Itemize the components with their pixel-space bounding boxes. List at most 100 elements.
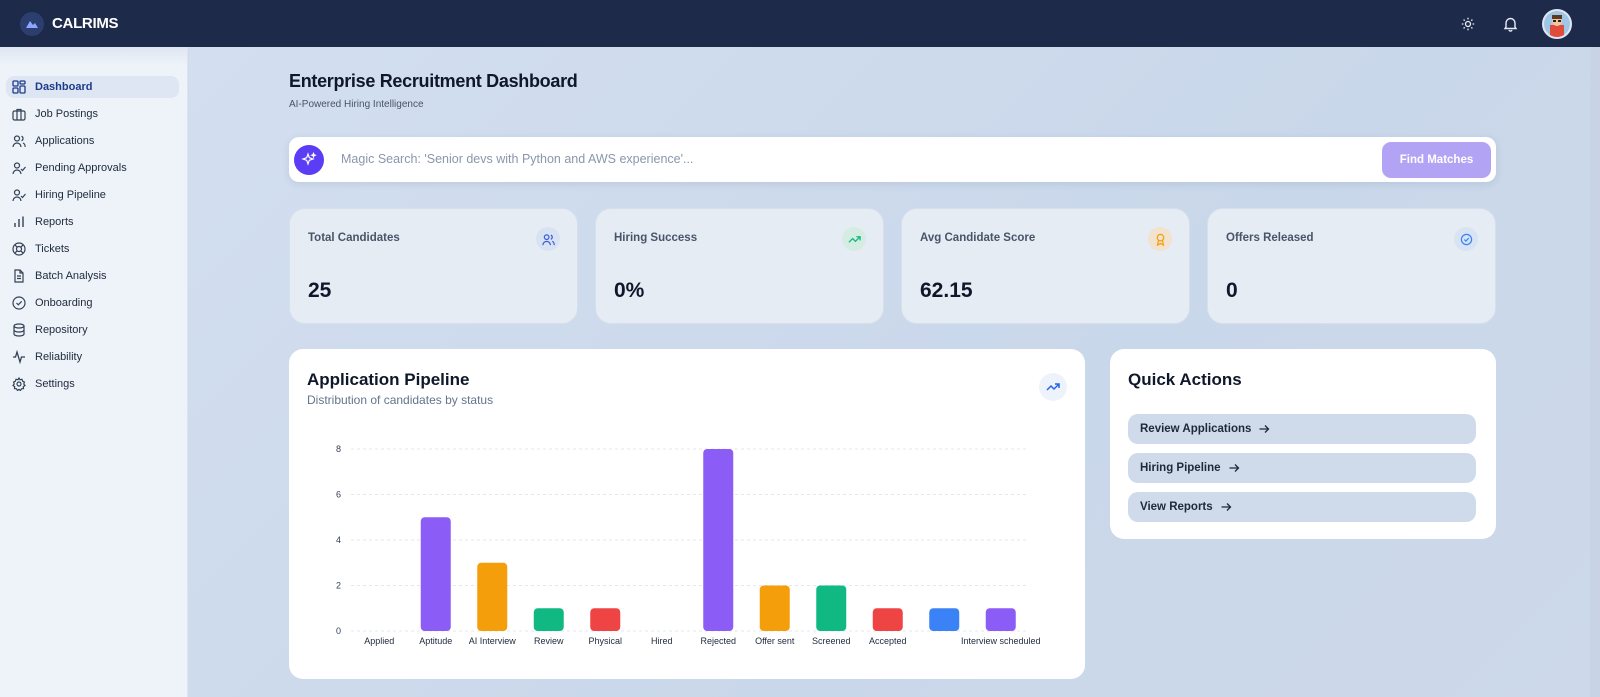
quick-action-label: Review Applications	[1140, 423, 1252, 435]
x-tick-label: Screened	[812, 636, 851, 646]
brand[interactable]: CALRIMS	[20, 11, 119, 36]
bell-icon[interactable]	[1500, 14, 1520, 34]
x-tick-label: Physical	[588, 636, 622, 646]
user-check-icon	[12, 162, 26, 175]
user-avatar[interactable]	[1542, 8, 1572, 39]
arrow-right-icon	[1228, 462, 1240, 474]
application-pipeline-card: Application Pipeline Distribution of can…	[289, 349, 1085, 679]
x-tick-label: Aptitude	[419, 636, 452, 646]
stat-value: 0%	[614, 279, 645, 302]
bar[interactable]	[759, 585, 790, 632]
bar-chart-icon	[14, 216, 24, 227]
sidebar-item-batch-analysis[interactable]: Batch Analysis	[6, 265, 179, 287]
bar[interactable]	[533, 608, 564, 631]
bar[interactable]	[420, 517, 451, 631]
stat-value: 62.15	[920, 279, 973, 302]
bar[interactable]	[929, 608, 960, 631]
sidebar-item-label: Repository	[35, 324, 88, 336]
quick-action-label: Hiring Pipeline	[1140, 462, 1221, 474]
activity-icon	[13, 350, 25, 364]
file-text-icon	[14, 269, 24, 283]
app-name: CALRIMS	[52, 15, 119, 32]
bar[interactable]	[703, 449, 734, 631]
x-tick-label: Offer sent	[755, 636, 795, 646]
sidebar-item-reports[interactable]: Reports	[6, 211, 179, 233]
sidebar-item-reliability[interactable]: Reliability	[6, 346, 179, 368]
sidebar: Dashboard Job Postings Applications Pend…	[0, 47, 188, 697]
x-tick-label: Review	[534, 636, 564, 646]
sidebar-item-label: Job Postings	[35, 108, 98, 120]
y-tick-label: 4	[336, 535, 341, 545]
stat-label: Hiring Success	[614, 232, 698, 244]
stat-card-hiring-success: Hiring Success 0%	[595, 208, 884, 324]
sidebar-item-label: Settings	[35, 378, 75, 390]
stat-card-avg-candidate-score: Avg Candidate Score 62.15	[901, 208, 1190, 324]
x-tick-label: Applied	[364, 636, 394, 646]
stat-label: Offers Released	[1226, 232, 1314, 244]
quick-action-label: View Reports	[1140, 501, 1213, 513]
y-tick-label: 2	[336, 581, 341, 591]
main-content: Enterprise Recruitment Dashboard AI-Powe…	[189, 47, 1600, 697]
trending-up-icon	[842, 227, 866, 251]
x-tick-label: Hired	[651, 636, 673, 646]
grid-icon	[12, 80, 26, 94]
view-reports-button[interactable]: View Reports	[1128, 492, 1476, 522]
stat-label: Total Candidates	[308, 232, 400, 244]
x-tick-label: AI Interview	[469, 636, 517, 646]
stat-card-offers-released: Offers Released 0	[1207, 208, 1496, 324]
find-matches-button[interactable]: Find Matches	[1382, 142, 1491, 178]
sun-icon[interactable]	[1458, 14, 1478, 34]
check-circle-icon	[12, 296, 26, 310]
bar[interactable]	[985, 608, 1016, 631]
sidebar-item-label: Batch Analysis	[35, 270, 107, 282]
bar[interactable]	[477, 562, 508, 631]
bar[interactable]	[590, 608, 621, 631]
award-icon	[1148, 227, 1172, 251]
check-circle-icon	[1454, 227, 1478, 251]
page-title: Enterprise Recruitment Dashboard	[289, 71, 578, 91]
y-tick-label: 8	[336, 444, 341, 454]
sidebar-nav: Dashboard Job Postings Applications Pend…	[0, 76, 187, 395]
users-icon	[536, 227, 560, 251]
page-subtitle: AI-Powered Hiring Intelligence	[289, 99, 424, 110]
sidebar-item-label: Hiring Pipeline	[35, 189, 106, 201]
review-applications-button[interactable]: Review Applications	[1128, 414, 1476, 444]
y-tick-label: 0	[336, 626, 341, 636]
sidebar-item-repository[interactable]: Repository	[6, 319, 179, 341]
pipeline-bar-chart: 0 2 4 6 8 Applied Aptitude AI Interview Review Ph…	[336, 444, 1041, 646]
sidebar-item-job-postings[interactable]: Job Postings	[6, 103, 179, 125]
sidebar-item-settings[interactable]: Settings	[6, 373, 179, 395]
top-bar: CALRIMS	[0, 0, 1600, 47]
arrow-right-icon	[1220, 501, 1232, 513]
pipeline-subtitle: Distribution of candidates by status	[307, 393, 494, 407]
sidebar-item-applications[interactable]: Applications	[6, 130, 179, 152]
trending-up-icon[interactable]	[1039, 373, 1067, 401]
quick-actions-title: Quick Actions	[1128, 370, 1242, 389]
user-check-icon	[12, 189, 26, 202]
page-scrollbar[interactable]	[1590, 47, 1600, 697]
hiring-pipeline-button[interactable]: Hiring Pipeline	[1128, 453, 1476, 483]
sidebar-item-label: Dashboard	[35, 81, 93, 93]
magic-search-input[interactable]	[329, 141, 1369, 177]
sidebar-item-dashboard[interactable]: Dashboard	[6, 76, 179, 98]
sidebar-item-onboarding[interactable]: Onboarding	[6, 292, 179, 314]
sidebar-item-hiring-pipeline[interactable]: Hiring Pipeline	[6, 184, 179, 206]
stat-label: Avg Candidate Score	[920, 232, 1036, 244]
bar[interactable]	[872, 608, 903, 631]
stat-value: 25	[308, 279, 332, 302]
stat-value: 0	[1226, 279, 1238, 302]
pipeline-title: Application Pipeline	[307, 370, 470, 389]
x-tick-label: Accepted	[869, 636, 907, 646]
mountain-logo-icon	[20, 11, 44, 36]
users-icon	[12, 135, 26, 148]
x-tick-label: Interview scheduled	[961, 636, 1041, 646]
sparkles-icon[interactable]	[294, 145, 324, 175]
gear-icon	[12, 377, 26, 391]
sidebar-item-tickets[interactable]: Tickets	[6, 238, 179, 260]
briefcase-icon	[12, 108, 26, 121]
bar[interactable]	[816, 585, 847, 632]
sidebar-item-pending-approvals[interactable]: Pending Approvals	[6, 157, 179, 179]
stat-card-total-candidates: Total Candidates 25	[289, 208, 578, 324]
sidebar-item-label: Reports	[35, 216, 74, 228]
sidebar-item-label: Applications	[35, 135, 95, 147]
